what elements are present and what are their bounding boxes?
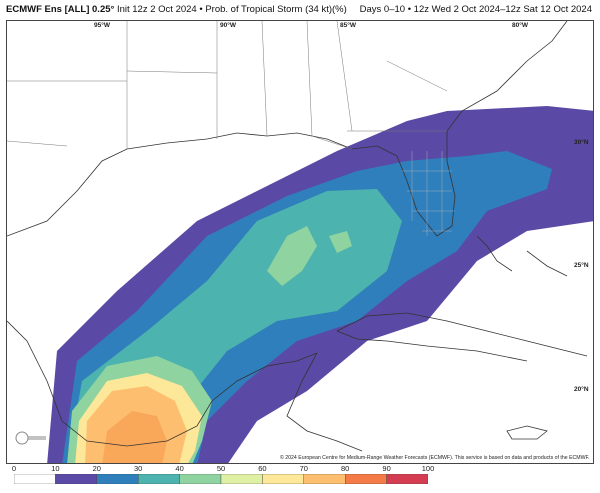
map-canvas: [7, 21, 593, 463]
colorbar-tick-label: 70: [299, 464, 308, 473]
colorbar-segment: [386, 474, 428, 484]
colorbar-tick-label: 20: [92, 464, 101, 473]
lon-label-85: 85°W: [340, 22, 356, 29]
colorbar-tick-label: 40: [175, 464, 184, 473]
model-label: ECMWF Ens [ALL] 0.25°: [6, 4, 115, 15]
colorbar-tick-label: 50: [216, 464, 226, 473]
init-label: Init 12z 2 Oct 2024: [116, 4, 197, 15]
colorbar-segment: [137, 474, 180, 484]
lon-label-80: 80°W: [512, 22, 528, 29]
header: ECMWF Ens [ALL] 0.25° Init 12z 2 Oct 202…: [0, 0, 600, 20]
colorbar-tick-label: 10: [51, 464, 60, 473]
lat-label-20: 20°N: [574, 386, 589, 393]
product-label: Prob. of Tropical Storm (34 kt)(%): [205, 4, 347, 15]
lat-label-25: 25°N: [574, 262, 589, 269]
colorbar-segment: [303, 474, 346, 484]
colorbar-segment: [14, 474, 56, 484]
coastlines: [7, 21, 588, 452]
credit-text: © 2024 European Centre for Medium-Range …: [280, 455, 590, 461]
colorbar-tick-label: 90: [382, 464, 391, 473]
colorbar-tick-label: 60: [258, 464, 267, 473]
county-lines: [402, 151, 455, 236]
colorbar-segment: [96, 474, 139, 484]
valid-range-label: Days 0–10 • 12z Wed 2 Oct 2024–12z Sat 1…: [359, 4, 592, 15]
colorbar-tick-label: 80: [341, 464, 350, 473]
colorbar-tick-label: 0: [11, 464, 17, 473]
colorbar: [14, 474, 428, 484]
title-left: ECMWF Ens [ALL] 0.25° Init 12z 2 Oct 202…: [6, 4, 347, 15]
colorbar-segment: [179, 474, 222, 484]
probability-map: [6, 20, 594, 464]
weather-logo-icon: [15, 431, 46, 445]
colorbar-ticks: 0 10 20 30 40 50 60 70 80 90 100: [0, 464, 600, 474]
lon-label-95: 95°W: [94, 22, 110, 29]
lon-label-90: 90°W: [220, 22, 236, 29]
borders: [7, 21, 448, 150]
colorbar-segment: [220, 474, 263, 484]
colorbar-segment: [262, 474, 304, 484]
colorbar-tick-label: 100: [421, 464, 435, 473]
lat-label-30: 30°N: [574, 139, 589, 146]
colorbar-tick-label: 30: [134, 464, 143, 473]
colorbar-segment: [345, 474, 387, 484]
colorbar-segment: [55, 474, 98, 484]
